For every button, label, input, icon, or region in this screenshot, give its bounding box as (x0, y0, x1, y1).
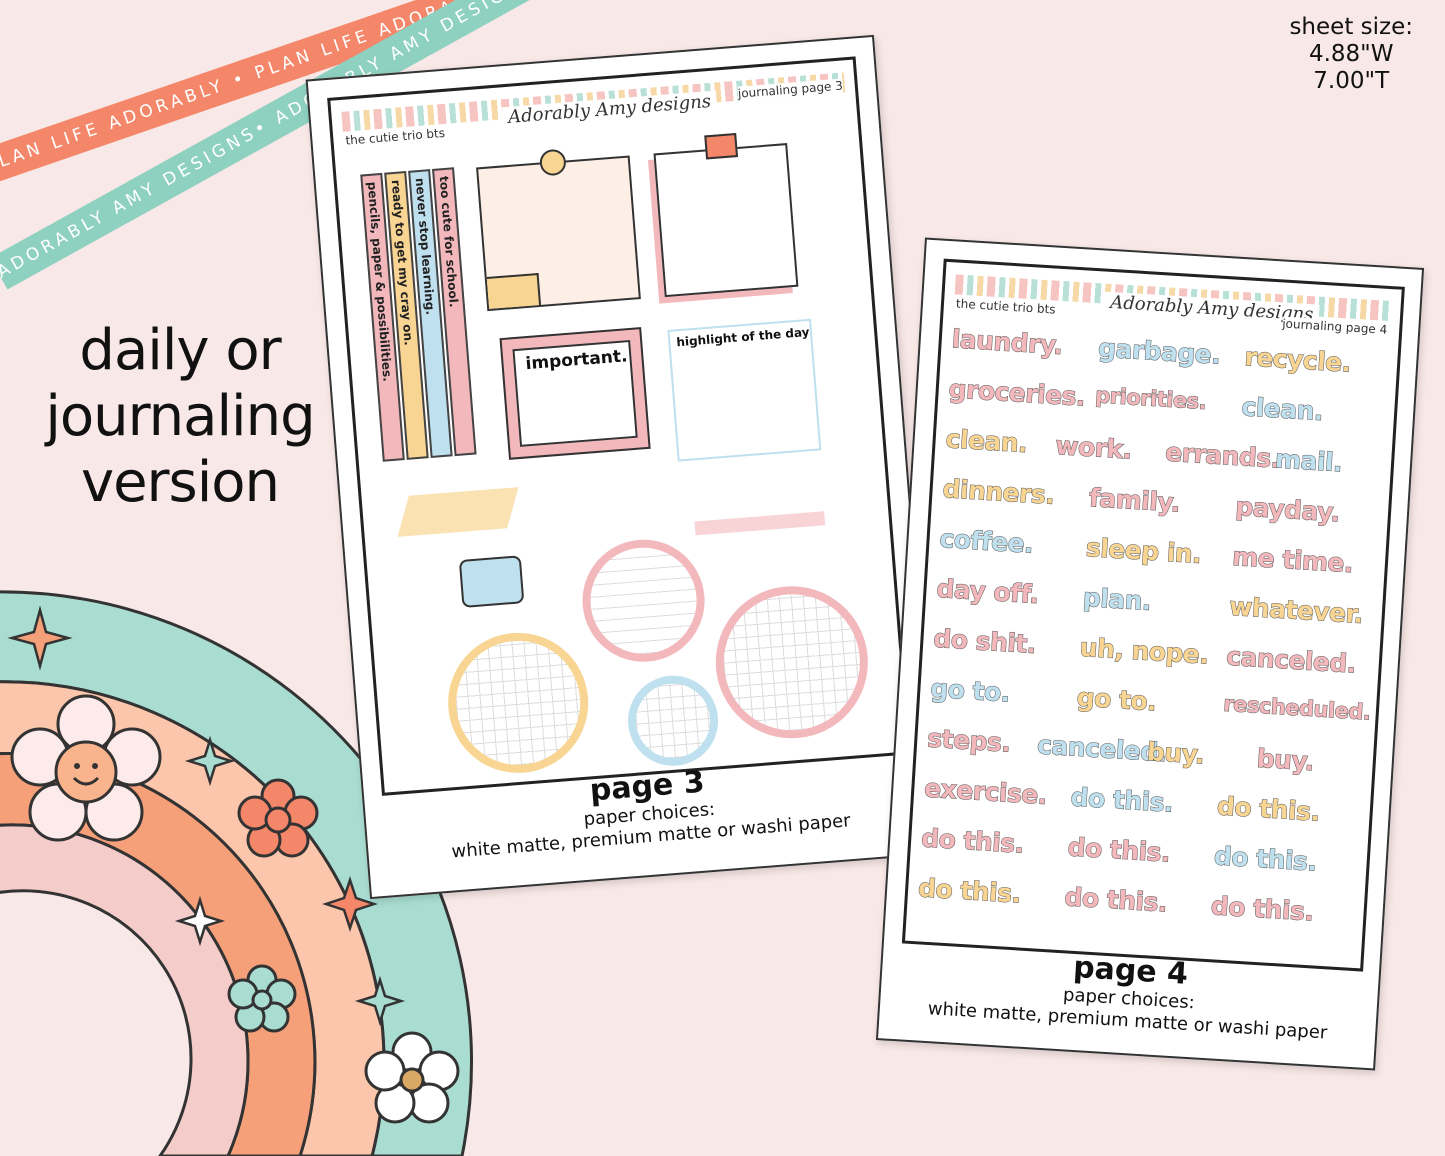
pinned-note-sticker (476, 148, 641, 312)
word-sticker: do this. (1213, 841, 1318, 877)
word-sticker: family. (1088, 483, 1182, 518)
highlight-of-the-day-sticker: highlight of the day (667, 318, 822, 462)
word-sticker: coffee. (938, 523, 1035, 559)
word-sticker: buy. (1255, 743, 1315, 777)
word-sticker: clean. (944, 424, 1029, 459)
sheet-size-width: 4.88"W (1308, 41, 1394, 67)
washi-swatch (397, 487, 519, 537)
sticker-sheet-page-4: the cutie trio bts Adorably Amy designs … (875, 237, 1425, 1071)
word-sticker: uh, nope. (1079, 632, 1210, 670)
grid-circle-large-yellow (442, 627, 594, 779)
headline-line-1: daily or (79, 318, 281, 383)
word-sticker: groceries. (947, 374, 1086, 412)
sheet-size-info: sheet size: 4.88"W 7.00"T (1289, 14, 1413, 95)
word-sticker: buy. (1146, 737, 1206, 770)
word-sticker: clean. (1240, 392, 1324, 427)
binder-clip-icon (704, 133, 739, 160)
coral-flower-icon (237, 778, 319, 858)
folded-corner (486, 272, 542, 309)
word-sticker: payday. (1234, 491, 1341, 528)
word-sticker: laundry. (950, 324, 1064, 361)
tab-label-1: too cute for school. (436, 175, 461, 308)
word-sticker: mail. (1274, 444, 1344, 478)
word-sticker: garbage. (1097, 333, 1222, 370)
word-sticker: go to. (929, 673, 1011, 708)
sheet-4-border: the cutie trio bts Adorably Amy designs … (901, 258, 1405, 972)
sparkle-icon (7, 605, 73, 671)
tumbler-sticker (458, 555, 525, 608)
word-sticker: steps. (926, 723, 1012, 758)
headline-line-3: version (80, 450, 280, 515)
grid-circle-large-pink (710, 580, 874, 745)
sheet-3-border: the cutie trio bts Adorably Amy designs … (327, 56, 911, 796)
word-sticker: do this. (1210, 891, 1315, 927)
word-sticker: plan. (1082, 582, 1153, 616)
word-sticker: do this. (920, 823, 1025, 859)
word-sticker: canceled. (1225, 641, 1357, 679)
word-sticker: sleep in. (1085, 532, 1203, 569)
important-frame-inner: important. (512, 339, 638, 447)
word-sticker: do this. (917, 873, 1022, 909)
grid-circle-small-blue (624, 672, 722, 770)
word-sticker: whatever. (1228, 591, 1364, 629)
mint-flower-icon (227, 964, 297, 1033)
highlight-label: highlight of the day (675, 324, 810, 350)
word-sticker-grid: laundry. garbage. recycle. groceries. priori… (906, 324, 1398, 961)
headline-line-2: journaling (45, 384, 315, 449)
grid-circle-small-pink (577, 535, 710, 667)
sheet-size-label: sheet size: (1289, 14, 1413, 40)
headline: daily or journaling version (20, 318, 340, 516)
word-sticker: rescheduled. (1222, 691, 1372, 725)
word-sticker: do shit. (932, 623, 1037, 659)
word-sticker: do this. (1069, 782, 1174, 818)
word-sticker: work. (1054, 430, 1133, 465)
important-label: important. (524, 346, 629, 375)
word-sticker: do this. (1063, 882, 1168, 918)
word-sticker: day off. (935, 573, 1040, 610)
word-sticker: do this. (1066, 832, 1171, 868)
word-sticker: go to. (1076, 682, 1158, 717)
word-sticker: dinners. (941, 474, 1056, 511)
word-sticker: me time. (1231, 541, 1354, 579)
pink-highlight-strip (694, 511, 826, 536)
rainbow-illustration (0, 590, 473, 1156)
sticker-sheet-page-3: the cutie trio bts Adorably Amy designs … (305, 34, 939, 900)
important-frame-sticker: important. (499, 327, 651, 460)
word-sticker: do this. (1216, 791, 1321, 827)
word-sticker: recycle. (1243, 342, 1352, 378)
word-sticker: exercise. (923, 773, 1048, 810)
smiley-flower-icon (10, 694, 162, 842)
sheet-size-height: 7.00"T (1313, 68, 1390, 94)
pushpin-icon (538, 148, 567, 177)
white-flower-icon (364, 1031, 460, 1124)
clipped-note-sticker (653, 133, 799, 298)
word-sticker: errands. (1164, 437, 1281, 474)
word-sticker: priorities. (1094, 383, 1207, 415)
